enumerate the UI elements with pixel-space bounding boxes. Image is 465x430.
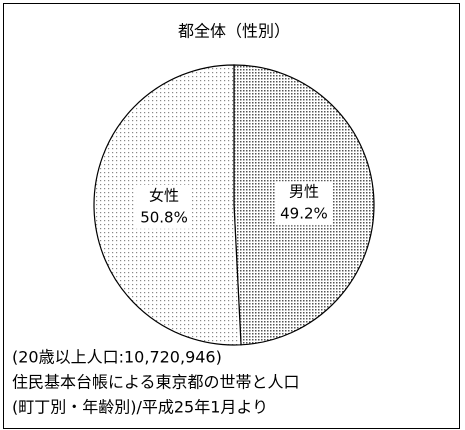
chart-title: 都全体（性別）: [178, 22, 290, 41]
note: (町丁別・年齢別)/平成25年1月より: [12, 398, 268, 417]
slice-value: 49.2%: [280, 205, 328, 223]
slice-label: 男性: [289, 183, 319, 201]
note: (20歳以上人口:10,720,946): [12, 348, 222, 367]
label-box: [275, 181, 332, 226]
label-box: [136, 184, 193, 229]
slice-label: 女性: [149, 186, 179, 204]
note: 住民基本台帳による東京都の世帯と人口: [12, 373, 300, 392]
slice-value: 50.8%: [140, 208, 188, 226]
